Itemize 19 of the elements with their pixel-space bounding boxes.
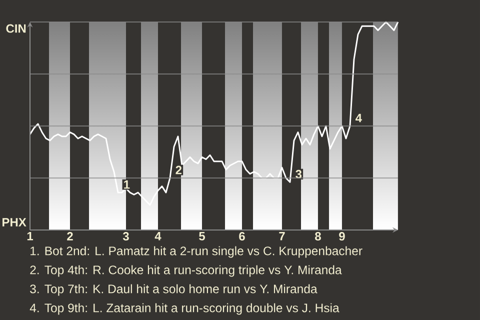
annotation: 3	[296, 170, 302, 178]
x-tick-label: 1	[27, 232, 34, 240]
text: PHX	[2, 218, 26, 226]
annotation: 1	[124, 180, 130, 189]
text: 1. Bot 2nd: L. Pamatz hit a 2-run single vs C. Kruppenbacher	[30, 246, 362, 258]
text: CIN	[6, 24, 26, 33]
x-tick-label: 5	[199, 232, 205, 240]
x-tick-label: 4	[154, 232, 162, 240]
x-tick-label: 2	[67, 232, 73, 240]
x-tick-label: 9	[339, 232, 345, 241]
text: 2. Top 4th: R. Cooke hit a run-scoring triple vs Y. Miranda	[30, 265, 342, 277]
x-tick-label: 7	[279, 232, 285, 240]
text: 4. Top 9th: L. Zatarain hit a run-scoring double vs J. Hsia	[30, 303, 340, 315]
text: 3. Top 7th: K. Daul hit a solo home run vs Y. Miranda	[30, 284, 318, 296]
x-tick-label: 8	[315, 232, 321, 241]
annotation: 2	[176, 166, 182, 174]
x-tick-label: 3	[122, 232, 129, 241]
x-tick-label: 6	[239, 232, 245, 241]
annotation: 4	[356, 114, 362, 122]
